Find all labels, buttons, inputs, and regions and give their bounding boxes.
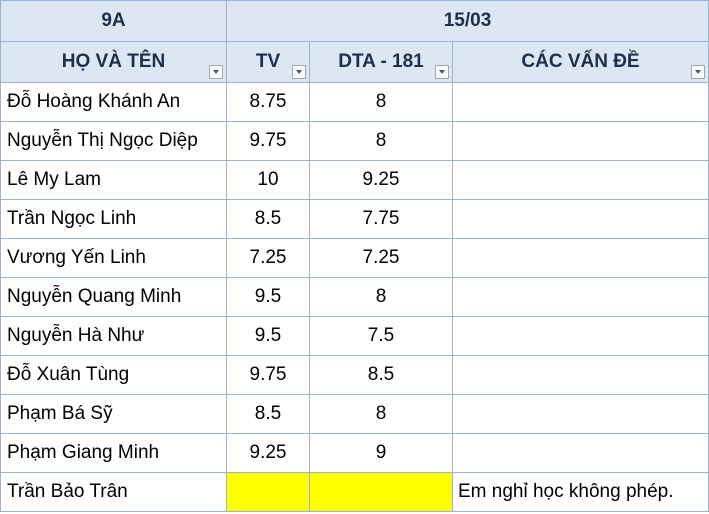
student-name-cell[interactable]: Trần Bảo Trân [1,473,227,512]
tv-score-cell[interactable]: 9.5 [227,317,310,356]
name-column-header[interactable]: HỌ VÀ TÊN [1,42,227,83]
issue-cell[interactable] [453,356,709,395]
table-row: Nguyễn Quang Minh 9.5 8 [1,278,709,317]
tv-score-cell[interactable]: 9.75 [227,122,310,161]
dta-score-cell[interactable]: 9.25 [310,161,453,200]
tv-score-cell[interactable]: 10 [227,161,310,200]
issue-cell[interactable] [453,83,709,122]
table-row: Lê My Lam 10 9.25 [1,161,709,200]
filter-dropdown-icon[interactable] [691,65,705,79]
issue-cell[interactable]: Em nghỉ học không phép. [453,473,709,512]
dta-score-cell[interactable]: 9 [310,434,453,473]
table-row: Nguyễn Thị Ngọc Diệp 9.75 8 [1,122,709,161]
tv-score-cell[interactable]: 8.5 [227,395,310,434]
column-header-row: HỌ VÀ TÊN TV DTA - 181 CÁC VẤN ĐỀ [1,42,709,83]
table-row: Phạm Bá Sỹ 8.5 8 [1,395,709,434]
dta-score-cell[interactable]: 7.5 [310,317,453,356]
tv-score-cell[interactable]: 9.75 [227,356,310,395]
issues-column-header[interactable]: CÁC VẤN ĐỀ [453,42,709,83]
table-row: Trần Ngọc Linh 8.5 7.75 [1,200,709,239]
student-name-cell[interactable]: Đỗ Xuân Tùng [1,356,227,395]
dta-column-header[interactable]: DTA - 181 [310,42,453,83]
student-name-cell[interactable]: Đỗ Hoàng Khánh An [1,83,227,122]
dta-score-cell[interactable]: 8.5 [310,356,453,395]
issue-cell[interactable] [453,434,709,473]
dta-score-cell[interactable]: 8 [310,395,453,434]
table-row: Trần Bảo Trân Em nghỉ học không phép. [1,473,709,512]
dta-column-label: DTA - 181 [338,51,424,72]
student-name-cell[interactable]: Trần Ngọc Linh [1,200,227,239]
date-label-cell[interactable]: 15/03 [227,1,709,42]
tv-column-header[interactable]: TV [227,42,310,83]
dta-score-cell[interactable]: 8 [310,83,453,122]
issue-cell[interactable] [453,239,709,278]
tv-score-cell-highlighted[interactable] [227,473,310,512]
tv-score-cell[interactable]: 9.25 [227,434,310,473]
dta-score-cell[interactable]: 8 [310,278,453,317]
issues-column-label: CÁC VẤN ĐỀ [521,51,639,72]
student-name-cell[interactable]: Nguyễn Hà Như [1,317,227,356]
issue-cell[interactable] [453,161,709,200]
table-row: Phạm Giang Minh 9.25 9 [1,434,709,473]
issue-cell[interactable] [453,122,709,161]
issue-cell[interactable] [453,317,709,356]
table-row: Đỗ Xuân Tùng 9.75 8.5 [1,356,709,395]
table-row: Nguyễn Hà Như 9.5 7.5 [1,317,709,356]
filter-dropdown-icon[interactable] [435,65,449,79]
tv-score-cell[interactable]: 7.25 [227,239,310,278]
name-column-label: HỌ VÀ TÊN [62,51,165,72]
filter-dropdown-icon[interactable] [292,65,306,79]
issue-cell[interactable] [453,395,709,434]
filter-dropdown-icon[interactable] [209,65,223,79]
dta-score-cell-highlighted[interactable] [310,473,453,512]
table-row: Đỗ Hoàng Khánh An 8.75 8 [1,83,709,122]
dta-score-cell[interactable]: 7.25 [310,239,453,278]
tv-score-cell[interactable]: 9.5 [227,278,310,317]
student-name-cell[interactable]: Nguyễn Quang Minh [1,278,227,317]
issue-cell[interactable] [453,278,709,317]
student-name-cell[interactable]: Lê My Lam [1,161,227,200]
student-name-cell[interactable]: Nguyễn Thị Ngọc Diệp [1,122,227,161]
tv-score-cell[interactable]: 8.5 [227,200,310,239]
dta-score-cell[interactable]: 8 [310,122,453,161]
table-row: Vương Yến Linh 7.25 7.25 [1,239,709,278]
group-header-row: 9A 15/03 [1,1,709,42]
student-name-cell[interactable]: Phạm Giang Minh [1,434,227,473]
student-name-cell[interactable]: Phạm Bá Sỹ [1,395,227,434]
dta-score-cell[interactable]: 7.75 [310,200,453,239]
class-label-cell[interactable]: 9A [1,1,227,42]
issue-cell[interactable] [453,200,709,239]
student-name-cell[interactable]: Vương Yến Linh [1,239,227,278]
tv-score-cell[interactable]: 8.75 [227,83,310,122]
tv-column-label: TV [256,51,280,72]
